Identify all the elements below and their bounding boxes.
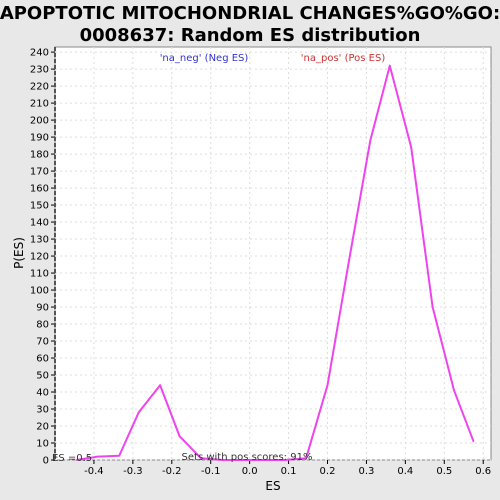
- annotation-pos-scores: Sets with pos scores: 91%: [182, 452, 313, 463]
- axis-layer: 0 10 20 30 40 50 60 70 80 90 100 110 120 130 140 150 160…: [30, 47, 491, 477]
- plot-area: [54, 46, 492, 461]
- y-tick-label: 210: [30, 99, 49, 110]
- data-point: [221, 459, 224, 461]
- y-tick-label: 110: [30, 269, 49, 280]
- x-tick-label: 0.2: [320, 466, 336, 477]
- y-tick-label: 130: [30, 235, 49, 246]
- y-tick-label: 40: [36, 388, 49, 399]
- data-point: [137, 411, 140, 414]
- y-tick-label: 170: [30, 167, 49, 178]
- grid-layer: [55, 47, 491, 461]
- annotation-es: ES =0.5: [52, 453, 92, 464]
- data-point: [118, 454, 121, 457]
- data-point: [262, 459, 265, 461]
- x-tick-label: -0.1: [201, 466, 221, 477]
- x-axis-label: ES: [265, 479, 280, 493]
- x-tick-label: -0.3: [123, 466, 143, 477]
- x-tick-label: 0.5: [436, 466, 452, 477]
- data-point: [369, 139, 372, 142]
- y-tick-label: 120: [30, 252, 49, 263]
- data-point: [178, 435, 181, 438]
- y-tick-label: 50: [36, 371, 49, 382]
- y-tick-label: 150: [30, 201, 49, 212]
- y-tick-label: 200: [30, 116, 49, 127]
- y-tick-label: 70: [36, 337, 49, 348]
- chart-title-line1: APOPTOTIC MITOCHONDRIAL CHANGES%GO%GO:: [0, 3, 500, 24]
- data-point: [241, 459, 243, 461]
- x-tick-label: 0.1: [281, 466, 297, 477]
- legend-neg-label: 'na_neg' (Neg ES): [160, 53, 249, 64]
- y-tick-label: 20: [36, 422, 49, 433]
- x-tick-label: -0.4: [84, 466, 104, 477]
- y-tick-label: 220: [30, 82, 49, 93]
- y-tick-label: 160: [30, 184, 49, 195]
- x-tick-label: 0.6: [475, 466, 491, 477]
- data-point: [305, 457, 307, 460]
- y-tick-label: 240: [30, 48, 49, 59]
- x-tick-label: 0.0: [242, 466, 258, 477]
- chart-title-line2: 0008637: Random ES distribution: [80, 25, 421, 46]
- x-tick-label: -0.2: [162, 466, 182, 477]
- data-point: [388, 64, 391, 67]
- series-line: [76, 64, 475, 461]
- y-tick-label: 190: [30, 133, 49, 144]
- y-tick-label: 230: [30, 65, 49, 76]
- y-tick-label: 140: [30, 218, 49, 229]
- data-point: [283, 459, 286, 461]
- y-tick-label: 60: [36, 354, 49, 365]
- x-tick-label: 0.4: [397, 466, 413, 477]
- data-point: [431, 306, 434, 308]
- y-tick-label: 100: [30, 286, 49, 297]
- data-point: [326, 384, 329, 387]
- data-point: [348, 260, 350, 262]
- y-tick-label: 180: [30, 150, 49, 161]
- x-tick-label: 0.3: [358, 466, 374, 477]
- y-tick-label: 10: [36, 439, 49, 450]
- data-point: [75, 459, 78, 461]
- y-tick-label: 80: [36, 320, 49, 331]
- data-point: [200, 457, 202, 460]
- data-point: [159, 384, 161, 387]
- legend-pos-label: 'na_pos' (Pos ES): [301, 53, 386, 64]
- y-tick-label: 30: [36, 405, 49, 416]
- series-layer: [75, 64, 475, 461]
- y-tick-label: 90: [36, 303, 49, 314]
- y-tick-label: 0: [43, 456, 49, 467]
- y-axis-label: P(ES): [12, 237, 26, 269]
- data-point: [472, 440, 475, 443]
- data-point: [97, 455, 99, 458]
- data-point: [453, 389, 455, 392]
- data-point: [410, 146, 412, 149]
